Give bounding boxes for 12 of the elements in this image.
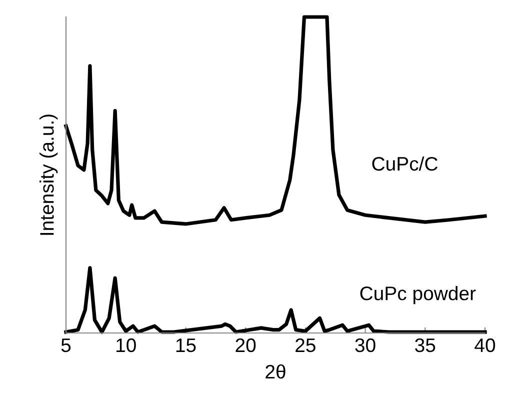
x-tick-label: 40	[474, 338, 496, 352]
x-tick-label: 5	[61, 338, 71, 352]
x-tick-label: 25	[296, 338, 316, 352]
x-tick-label: 20	[236, 338, 256, 352]
x-tick-label: 30	[355, 338, 376, 352]
y-axis-title: Intensity (a.u.)	[40, 114, 58, 235]
x-axis-title: 2θ	[266, 364, 286, 379]
series-label: CuPc powder	[360, 286, 476, 304]
x-tick-label: 10	[116, 338, 136, 352]
x-tick-label: 15	[176, 338, 196, 352]
series-label: CuPc/C	[372, 156, 438, 171]
x-tick-label: 35	[415, 338, 436, 352]
